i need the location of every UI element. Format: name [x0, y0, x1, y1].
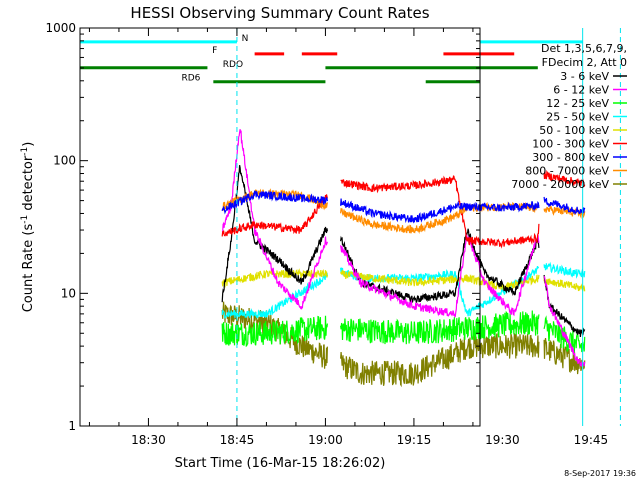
- legend-entry-label: 12 - 25 keV: [546, 97, 609, 110]
- y-tick-label: 100: [53, 154, 76, 168]
- legend-entry-label: 6 - 12 keV: [553, 84, 609, 97]
- y-axis: 1 10 100 1000: [45, 21, 480, 433]
- flag-label-n: N: [242, 34, 249, 44]
- y-axis-label-sup2: -1: [20, 147, 30, 156]
- flag-bars: N F RDO RD6: [80, 34, 583, 84]
- x-tick-label: 19:00: [308, 433, 343, 447]
- chart-title: HESSI Observing Summary Count Rates: [130, 4, 429, 22]
- x-tick-label: 19:45: [574, 433, 609, 447]
- y-tick-label: 1000: [45, 21, 76, 35]
- y-axis-label-mid: detector: [21, 155, 36, 215]
- y-axis-label-main: Count Rate (s: [21, 224, 36, 313]
- legend-entry-label: 800 - 7000 keV: [525, 165, 609, 178]
- legend: Det 1,3,5,6,7,9,FDecim 2, Att 03 - 6 keV…: [511, 42, 627, 191]
- x-axis-label: Start Time (16-Mar-15 18:26:02): [175, 456, 386, 471]
- legend-entry-label: 100 - 300 keV: [532, 138, 609, 151]
- y-tick-label: 1: [68, 419, 76, 433]
- legend-entry-label: 50 - 100 keV: [539, 124, 609, 137]
- flag-label-f: F: [212, 46, 217, 56]
- series-line-3: [221, 310, 586, 355]
- series-layer: [221, 129, 586, 388]
- x-tick-label: 18:30: [131, 433, 166, 447]
- legend-entry-label: 3 - 6 keV: [560, 70, 609, 83]
- plot-frame: [79, 27, 481, 427]
- legend-entry-label: 7000 - 20000 keV: [511, 178, 609, 191]
- x-tick-label: 19:15: [397, 433, 432, 447]
- series-line-7: [221, 190, 586, 224]
- series-line-2: [221, 129, 586, 367]
- legend-header-line: FDecim 2, Att 0: [542, 56, 627, 69]
- y-axis-label: Count Rate (s-1 detector-1): [20, 142, 36, 313]
- legend-entry-label: 300 - 800 keV: [532, 151, 609, 164]
- legend-header-line: Det 1,3,5,6,7,9,: [541, 42, 627, 55]
- x-tick-label: 18:45: [220, 433, 255, 447]
- y-axis-label-end: ): [21, 142, 36, 147]
- flag-label-rd6: RD6: [181, 74, 200, 84]
- y-axis-label-sup1: -1: [20, 215, 30, 224]
- series-line-9: [221, 301, 586, 388]
- timestamp: 8-Sep-2017 19:36: [564, 469, 636, 478]
- series-line-6: [221, 169, 586, 249]
- flag-label-rdo: RDO: [223, 60, 243, 70]
- legend-entry-label: 25 - 50 keV: [546, 111, 609, 124]
- x-tick-label: 19:30: [485, 433, 520, 447]
- y-tick-label: 10: [61, 286, 76, 300]
